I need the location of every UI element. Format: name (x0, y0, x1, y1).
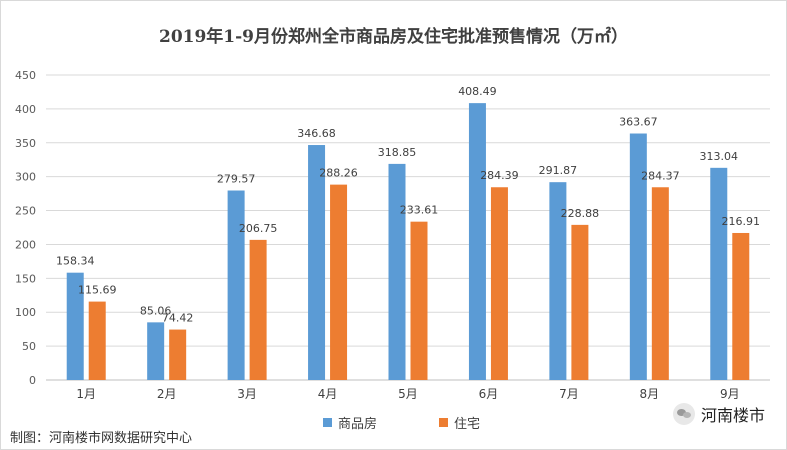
x-tick-label: 8月 (640, 387, 660, 401)
data-label: 291.87 (539, 164, 578, 177)
legend-label-commercial: 商品房 (338, 417, 378, 432)
y-tick-label: 250 (15, 205, 36, 218)
bar-commercial (549, 182, 567, 380)
x-tick-label: 7月 (559, 387, 579, 401)
y-tick-label: 200 (15, 238, 36, 251)
y-tick-label: 50 (22, 340, 36, 353)
data-label: 74.42 (162, 312, 194, 325)
y-tick-label: 450 (15, 69, 36, 82)
data-label: 206.75 (239, 222, 278, 235)
brand-name: 河南楼市 (700, 406, 765, 425)
legend-swatch-commercial (323, 418, 332, 427)
y-tick-label: 300 (15, 171, 36, 184)
bar-commercial (147, 322, 165, 380)
data-label: 408.49 (458, 85, 497, 98)
bar-commercial (629, 133, 647, 380)
data-label: 279.57 (217, 173, 256, 186)
bar-residential (410, 221, 428, 380)
data-label: 233.61 (400, 204, 439, 217)
y-tick-label: 400 (15, 103, 36, 116)
data-label: 346.68 (297, 127, 336, 140)
bar-commercial (66, 272, 84, 380)
y-tick-label: 0 (29, 374, 36, 387)
data-label: 284.37 (641, 169, 680, 182)
bar-residential (249, 239, 267, 380)
legend-swatch-residential (439, 418, 448, 427)
bar-commercial (468, 103, 486, 380)
y-tick-label: 150 (15, 272, 36, 285)
bar-residential (169, 329, 187, 380)
data-label: 313.04 (700, 150, 739, 163)
x-tick-label: 1月 (76, 387, 96, 401)
bar-residential (732, 232, 750, 380)
bar-commercial (308, 145, 326, 380)
legend-item-residential: 住宅 (439, 413, 480, 432)
legend-label-residential: 住宅 (454, 417, 481, 432)
bar-residential (490, 187, 508, 380)
bar-residential (330, 184, 348, 380)
x-tick-label: 6月 (479, 387, 499, 401)
data-label: 363.67 (619, 116, 658, 129)
legend-item-commercial: 商品房 (323, 413, 377, 432)
chart-title: 2019年1-9月份郑州全市商品房及住宅批准预售情况（万㎡） (158, 27, 629, 47)
data-label: 115.69 (78, 284, 117, 297)
x-tick-label: 2月 (157, 387, 177, 401)
bar-commercial (227, 190, 245, 380)
bar-residential (651, 187, 669, 380)
data-label: 284.39 (480, 169, 519, 182)
bar-commercial (388, 163, 406, 380)
x-tick-label: 5月 (398, 387, 418, 401)
x-tick-label: 4月 (318, 387, 338, 401)
y-tick-label: 350 (15, 137, 36, 150)
data-label: 228.88 (561, 207, 600, 220)
data-label: 216.91 (722, 215, 761, 228)
bar-residential (88, 301, 106, 380)
data-label: 318.85 (378, 146, 417, 159)
y-tick-label: 100 (15, 306, 36, 319)
bar-commercial (710, 167, 728, 380)
data-label: 288.26 (319, 167, 358, 180)
wechat-icon (672, 403, 695, 425)
x-tick-label: 9月 (720, 387, 740, 401)
data-label: 158.34 (56, 255, 95, 268)
brand-watermark: 河南楼市 (672, 402, 765, 426)
bar-residential (571, 224, 589, 380)
source-credit: 制图：河南楼市网数据研究中心 (10, 431, 193, 446)
x-tick-label: 3月 (237, 387, 257, 401)
data-label: 85.06 (140, 304, 172, 317)
